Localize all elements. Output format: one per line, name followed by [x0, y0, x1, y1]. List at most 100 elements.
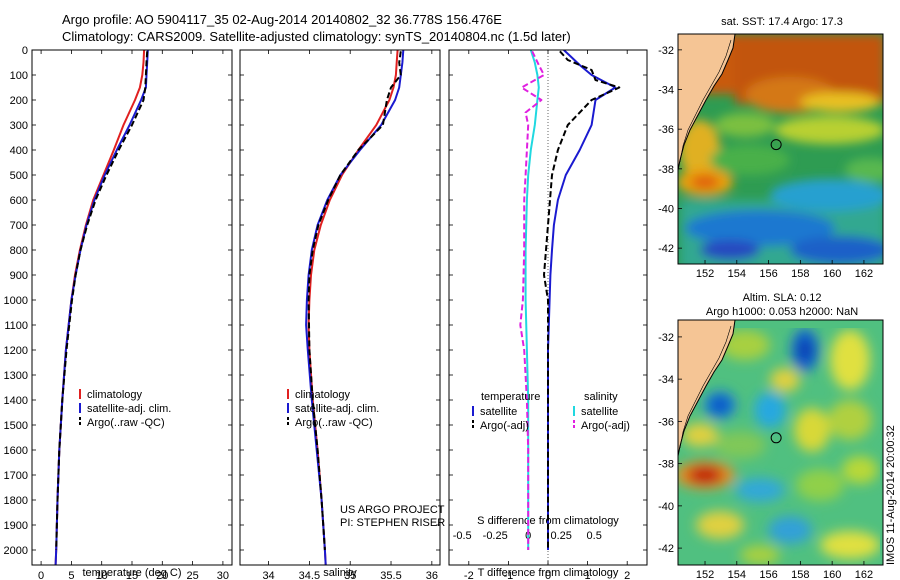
x-tick-label: 25: [186, 570, 198, 580]
legend-label: Argo(..raw -QC): [87, 417, 165, 429]
x-tick-label: 1: [585, 570, 591, 580]
y-tick-label: 1300: [4, 370, 28, 382]
x-tick-label: 2: [624, 570, 630, 580]
sst-map-panel: [677, 33, 884, 265]
map-y-tick-label: -32: [658, 45, 674, 57]
legend-label: Argo(..raw -QC): [295, 417, 373, 429]
sla-map-subtitle: Argo h1000: 0.053 h2000: NaN: [706, 306, 858, 318]
x-tick-label: 0: [38, 570, 44, 580]
x-axis-label: T difference from climatology: [478, 567, 619, 579]
y-tick-label: 900: [10, 270, 28, 282]
map-x-tick-label: 156: [759, 569, 777, 580]
map-y-tick-label: -42: [658, 243, 674, 255]
legend-header: temperature: [481, 391, 540, 403]
sst-map-title: sat. SST: 17.4 Argo: 17.3: [721, 16, 843, 28]
y-tick-label: 1400: [4, 395, 28, 407]
plot-frame: [448, 49, 648, 566]
x-tick-label: 36: [426, 570, 438, 580]
series-line-3: [519, 50, 545, 550]
legend-label: satellite-adj. clim.: [87, 403, 171, 415]
y-tick-label: 1000: [4, 295, 28, 307]
map-x-tick-label: 154: [728, 569, 746, 580]
salinity-panel: 34 34.5 35 35.5 36 salinity climatology satelli…: [239, 49, 445, 580]
x-tick-label: -1: [504, 570, 514, 580]
map-y-tick-label: -36: [658, 124, 674, 136]
series-line-2: [307, 51, 402, 551]
figure-title-line1: Argo profile: AO 5904117_35 02-Aug-2014 …: [62, 12, 502, 27]
map-y-tick-label: -38: [658, 459, 674, 471]
map-y-tick-label: -32: [658, 332, 674, 344]
map-y-tick-label: -40: [658, 203, 674, 215]
series-line-0: [547, 50, 617, 550]
x2-tick-label: 0.5: [587, 530, 602, 542]
map-y-tick-label: -40: [658, 501, 674, 513]
legend-label: climatology: [87, 389, 143, 401]
map-x-tick-label: 152: [696, 268, 714, 280]
map-y-tick-label: -42: [658, 543, 674, 555]
x-tick-label: -2: [464, 570, 474, 580]
y-tick-label: 1600: [4, 445, 28, 457]
series-line-2: [55, 51, 149, 551]
x-tick-label: 34.5: [299, 570, 320, 580]
series-group: [519, 50, 621, 550]
legend-label: satellite: [581, 406, 618, 418]
map-y-tick-label: -34: [658, 85, 674, 97]
map-x-tick-label: 160: [823, 569, 841, 580]
x-axis-label: salinity: [323, 567, 357, 579]
y-tick-label: 800: [10, 245, 28, 257]
map-y-tick-label: -34: [658, 374, 674, 386]
sla-map-image: [678, 320, 883, 565]
legend-label: climatology: [295, 389, 351, 401]
map-axes: 152 154 156 158 160 162 -32 -34 -36 -38 -40 -42 152 1…: [658, 45, 873, 580]
map-x-tick-label: 156: [759, 268, 777, 280]
map-x-tick-label: 162: [855, 569, 873, 580]
sla-map-panel: [677, 319, 884, 566]
plot-frame: [31, 49, 233, 566]
timestamp-stamp: IMOS 11-Aug-2014 20:00:32: [885, 425, 897, 565]
map-x-tick-label: 158: [791, 569, 809, 580]
x-tick-label: 20: [156, 570, 168, 580]
x-tick-label: 0: [545, 570, 551, 580]
legend-label: Argo(-adj): [581, 420, 630, 432]
series-line-0: [307, 50, 399, 565]
y-tick-label: 1700: [4, 470, 28, 482]
x-tick-label: 34: [262, 570, 274, 580]
legend-label: Argo(-adj): [480, 420, 529, 432]
sst-map-marker: [770, 139, 782, 151]
series-group: [54, 50, 149, 565]
map-y-tick-label: -38: [658, 164, 674, 176]
x-axis-label: temperature (deg C): [82, 567, 181, 579]
series-line-0: [54, 50, 146, 565]
y-tick-label: 200: [10, 95, 28, 107]
project-annotation: US ARGO PROJECT: [340, 504, 445, 516]
y-tick-label: 700: [10, 220, 28, 232]
map-x-tick-label: 158: [791, 268, 809, 280]
series-line-1: [543, 50, 621, 550]
x-tick-label: 15: [126, 570, 138, 580]
x-tick-label: 10: [96, 570, 108, 580]
timestamp-text: IMOS 11-Aug-2014 20:00:32: [885, 425, 897, 565]
sla-map-marker: [770, 432, 782, 444]
sla-map-title: Altim. SLA: 0.12: [743, 292, 822, 304]
series-group: [305, 50, 405, 565]
y-tick-label: 300: [10, 120, 28, 132]
y-tick-label: 0: [22, 45, 28, 57]
map-x-tick-label: 162: [855, 268, 873, 280]
y-tick-label: 1900: [4, 520, 28, 532]
legend-header: salinity: [584, 391, 618, 403]
legend-label: satellite: [480, 406, 517, 418]
x-tick-label: 5: [68, 570, 74, 580]
temperature-panel: 0100200300400500600700800900100011001200…: [4, 45, 233, 580]
map-y-tick-label: -36: [658, 416, 674, 428]
y-tick-label: 2000: [4, 545, 28, 557]
legend-label: satellite-adj. clim.: [295, 403, 379, 415]
x2-tick-label: -0.5: [453, 530, 472, 542]
y-tick-label: 400: [10, 145, 28, 157]
y-tick-label: 100: [10, 70, 28, 82]
figure-title-line2: Climatology: CARS2009. Satellite-adjuste…: [62, 29, 571, 44]
y-tick-label: 1100: [4, 320, 28, 332]
x-tick-label: 35.5: [380, 570, 401, 580]
project-annotation: PI: STEPHEN RISER: [340, 517, 445, 529]
x-tick-label: 30: [217, 570, 229, 580]
